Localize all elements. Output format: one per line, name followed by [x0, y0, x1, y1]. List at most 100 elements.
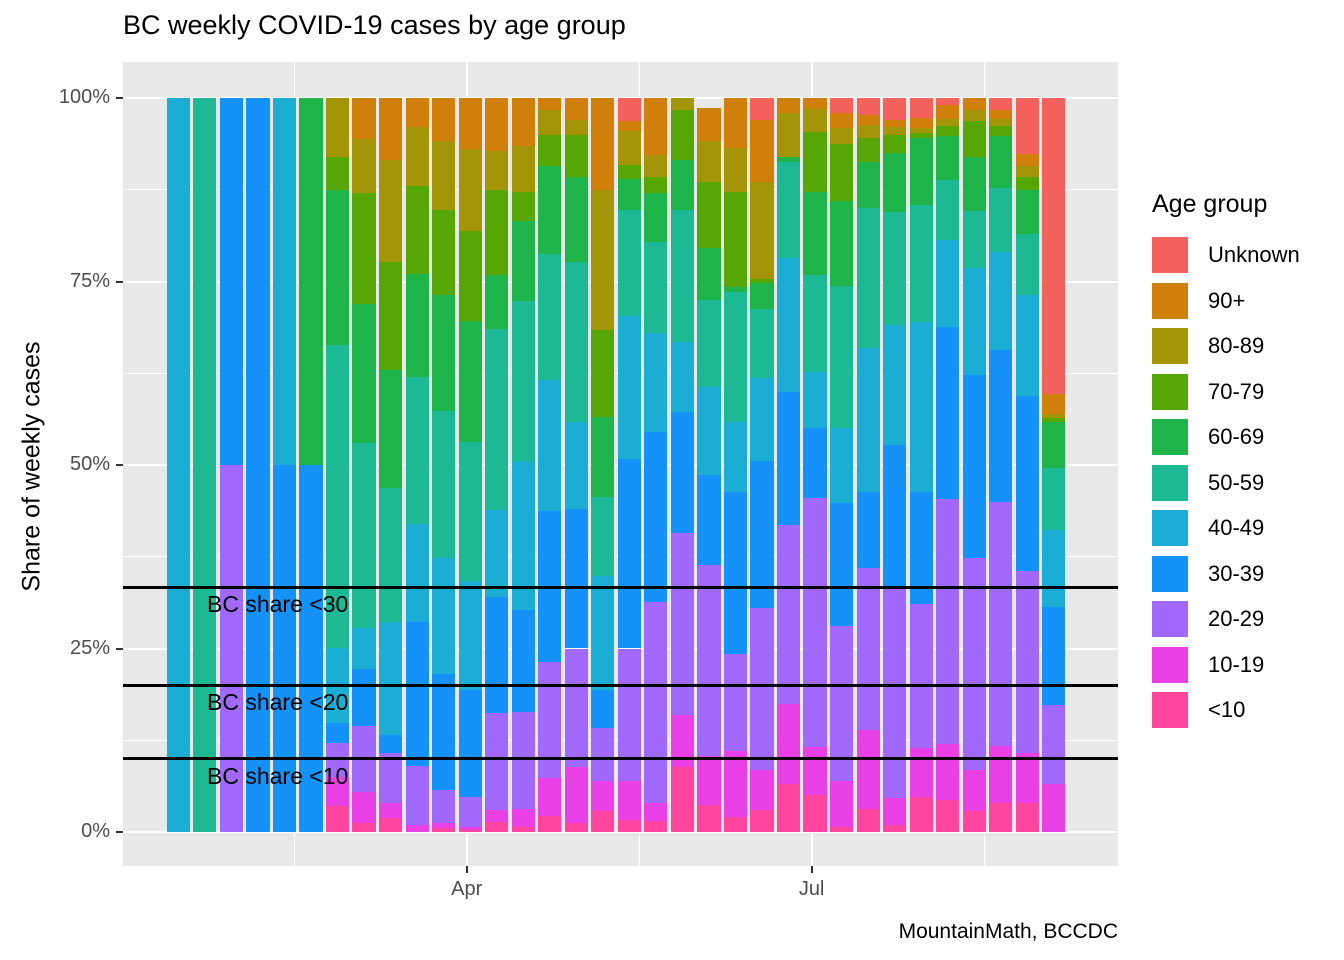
bar-segment-50-59: [564, 261, 588, 422]
bar-segment-80-89: [405, 127, 429, 187]
bar-segment-90+: [378, 98, 403, 160]
legend-swatch: [1152, 464, 1188, 501]
bar-segment-30-39: [405, 622, 429, 766]
reference-line: [123, 683, 1118, 687]
bar-segment-30-39: [1042, 606, 1066, 705]
bar-segment-20-29: [989, 501, 1013, 747]
bar-segment-70-79: [432, 210, 456, 296]
bar-segment-30-39: [378, 735, 403, 754]
bar-segment-40-49: [272, 98, 297, 465]
bar-segment-40-49: [697, 387, 721, 475]
bar-segment-90+: [962, 98, 986, 111]
bar-segment-50-59: [1042, 467, 1066, 530]
legend-label: 80-89: [1208, 333, 1265, 358]
y-tick-label: 25%: [69, 636, 110, 659]
bar-segment-70-79: [458, 230, 482, 322]
bar-segment-90+: [883, 120, 907, 127]
bar-segment-20-29: [432, 790, 456, 824]
bar-segment-80-89: [378, 159, 403, 263]
legend-label: 50-59: [1208, 469, 1265, 495]
bar-segment-80-89: [617, 131, 641, 165]
bar-segment-10-19: [617, 780, 641, 821]
bar-segment-30-39: [1015, 396, 1039, 571]
bar-segment-90+: [776, 98, 801, 113]
legend-swatch: [1152, 328, 1188, 364]
bar-segment-50-59: [1015, 233, 1039, 296]
chart-title: BC weekly COVID-19 cases by age group: [123, 10, 626, 40]
bar-segment-60-69: [378, 370, 403, 489]
y-tick-label: 75%: [69, 269, 110, 292]
bar-segment-<10: [378, 818, 403, 832]
bar-week-32: [989, 62, 1013, 866]
bar-segment-70-79: [591, 329, 615, 417]
bar-segment-70-79: [617, 164, 641, 180]
bar-segment-10-19: [644, 803, 668, 821]
bar-segment-80-89: [883, 126, 907, 135]
bar-segment-Unknown: [989, 98, 1013, 110]
bar-segment-70-79: [697, 181, 721, 249]
bar-segment-60-69: [962, 156, 986, 212]
bar-segment-<10: [697, 804, 721, 832]
bar-segment-10-19: [723, 751, 748, 817]
bar-segment-40-49: [989, 252, 1013, 350]
bar-segment-60-69: [697, 248, 721, 300]
bar-segment-<10: [485, 821, 509, 832]
bar-segment-30-39: [803, 428, 827, 499]
bar-segment-70-79: [511, 191, 535, 221]
bar-segment-80-89: [432, 140, 456, 211]
bar-segment-70-79: [750, 279, 774, 283]
bar-segment-70-79: [1015, 176, 1039, 190]
bar-segment-20-29: [644, 601, 668, 804]
bar-segment-60-69: [458, 321, 482, 443]
bar-segment-80-89: [1042, 414, 1066, 418]
legend-swatch: [1152, 646, 1188, 683]
bar-segment-40-49: [1015, 295, 1039, 396]
bar-segment-10-19: [962, 769, 986, 811]
legend-label: Unknown: [1208, 242, 1300, 267]
bar-segment-50-59: [883, 211, 907, 325]
bar-segment-40-49: [405, 524, 429, 623]
bar-segment-80-89: [723, 147, 748, 192]
bar-segment-20-29: [776, 525, 801, 704]
bar-week-5: [272, 62, 297, 866]
bar-segment-30-39: [617, 459, 641, 649]
bar-segment-80-89: [856, 125, 880, 138]
bar-segment-60-69: [1015, 189, 1039, 234]
bar-segment-90+: [617, 120, 641, 132]
bar-segment-60-69: [723, 286, 748, 292]
bar-segment-60-69: [325, 190, 350, 345]
reference-line-label: BC share <10: [207, 762, 349, 789]
legend-item-Unknown: Unknown: [1152, 235, 1300, 275]
bar-segment-60-69: [856, 161, 880, 209]
bar-segment-90+: [352, 98, 376, 140]
bar-segment-<10: [909, 796, 933, 832]
bar-segment-70-79: [883, 134, 907, 154]
bar-segment-60-69: [299, 98, 323, 465]
legend-swatch: [1152, 282, 1188, 319]
legend-swatch: [1152, 692, 1188, 728]
bar-segment-20-29: [856, 567, 880, 730]
bar-segment-Unknown: [1042, 98, 1066, 394]
bar-segment-50-59: [750, 309, 774, 379]
bar-week-20: [670, 62, 694, 866]
bar-segment-30-39: [989, 349, 1013, 502]
bar-segment-20-29: [485, 713, 509, 810]
bar-segment-Unknown: [883, 98, 907, 121]
legend-item-20-29: 20-29: [1152, 599, 1300, 639]
legend-items: Unknown 90+ 80-89 70-79 60-69 50-59 40-49 30-39…: [1152, 235, 1300, 730]
bar-segment-70-79: [962, 120, 986, 157]
bar-segment-20-29: [962, 558, 986, 770]
bar-segment-10-19: [538, 777, 562, 816]
bar-segment-70-79: [856, 137, 880, 162]
bar-segment-20-29: [538, 662, 562, 778]
bar-segment-70-79: [989, 125, 1013, 137]
bar-segment-60-69: [830, 200, 854, 286]
bar-segment-10-19: [352, 792, 376, 824]
bar-segment-<10: [776, 783, 801, 832]
y-tick-label: 0%: [81, 820, 110, 842]
bar-segment-10-19: [564, 766, 588, 824]
legend-swatch: [1152, 510, 1188, 546]
bar-segment-30-39: [697, 474, 721, 565]
bar-segment-50-59: [432, 411, 456, 559]
legend-item-10-19: 10-19: [1152, 645, 1300, 685]
